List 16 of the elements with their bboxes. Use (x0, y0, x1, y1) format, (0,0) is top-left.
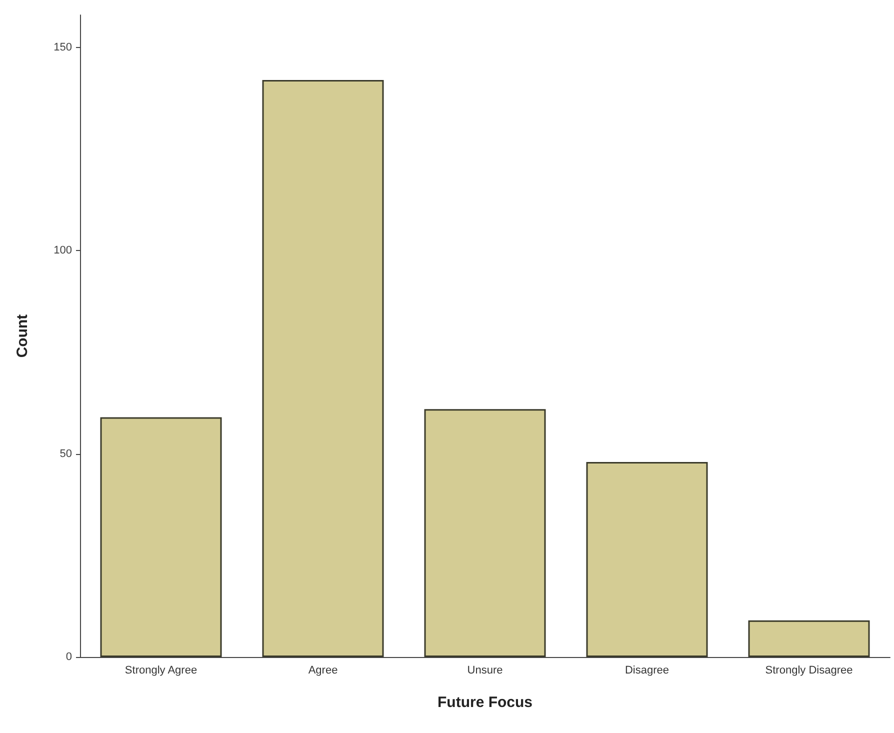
y-tick-label: 150 (54, 42, 72, 54)
y-tick-label: 100 (54, 244, 72, 257)
bar (424, 409, 546, 657)
x-axis-title: Future Focus (437, 694, 533, 711)
bar (100, 417, 222, 657)
x-tick-label: Unsure (467, 664, 503, 676)
x-tick-label: Strongly Disagree (765, 664, 853, 676)
y-tick-label: 50 (60, 448, 72, 460)
x-tick-label: Strongly Agree (124, 664, 198, 676)
x-tick-label: Disagree (624, 664, 670, 676)
x-tick-label: Agree (308, 664, 338, 676)
bar (262, 80, 384, 657)
y-axis-title: Count (14, 314, 31, 358)
bar (586, 462, 708, 657)
y-tick-label: 0 (66, 651, 72, 663)
bar (748, 620, 870, 657)
